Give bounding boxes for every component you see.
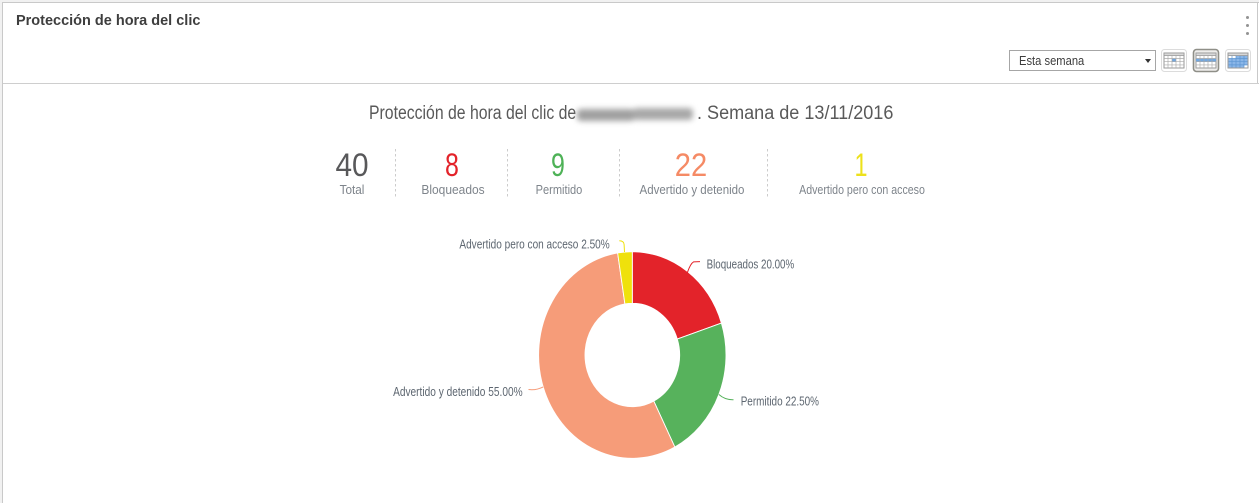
svg-text:Bloqueados 20.00%: Bloqueados 20.00% bbox=[707, 257, 795, 272]
svg-text:Advertido y detenido 55.00%: Advertido y detenido 55.00% bbox=[393, 384, 523, 399]
svg-text:Advertido pero con acceso 2.50: Advertido pero con acceso 2.50% bbox=[459, 236, 610, 251]
svg-text:Permitido 22.50%: Permitido 22.50% bbox=[741, 394, 820, 409]
